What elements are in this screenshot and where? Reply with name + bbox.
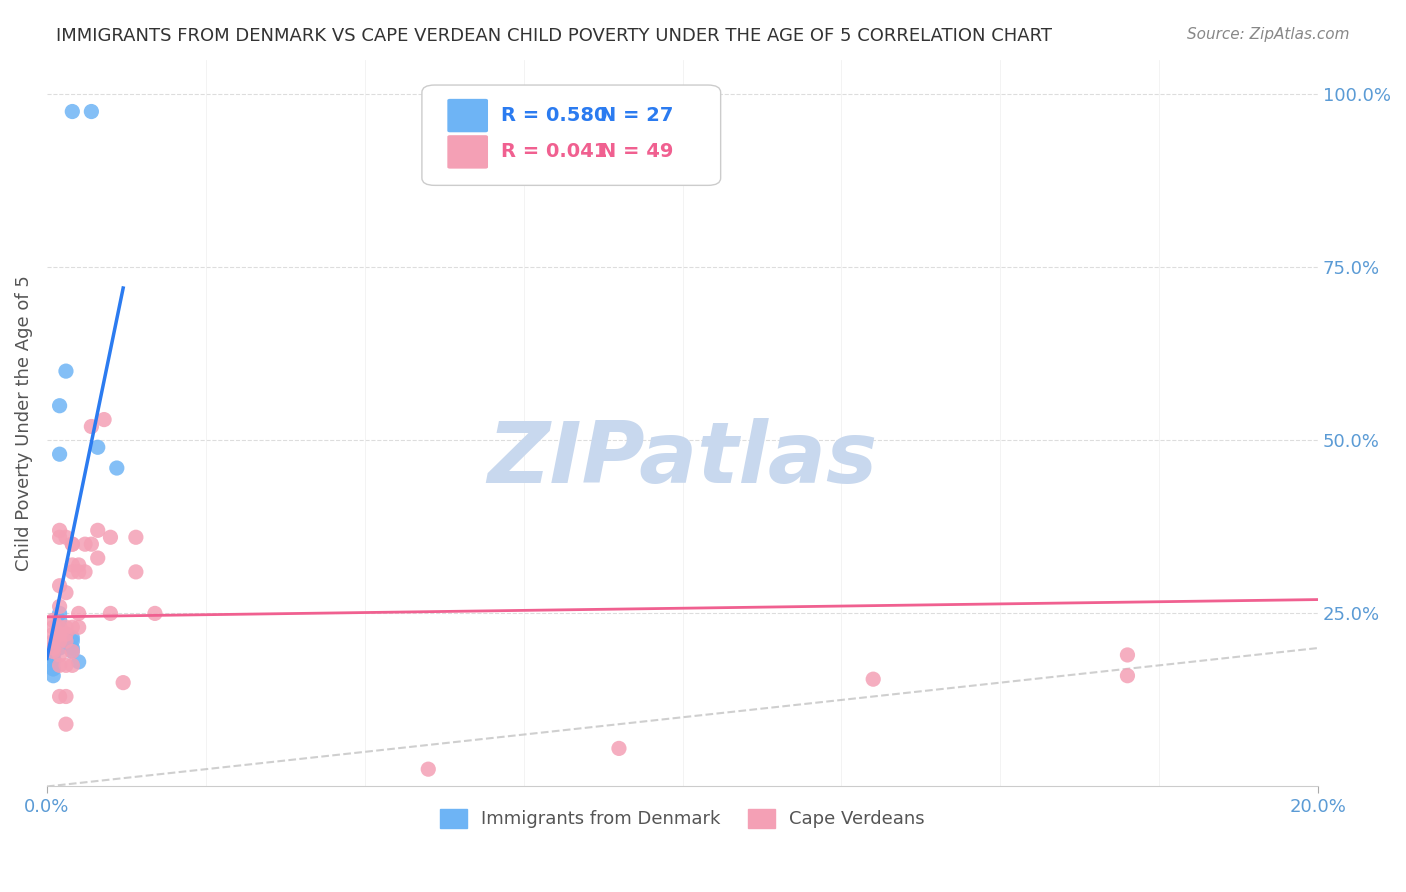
Point: [42, 651, 65, 665]
Point: [60, 537, 83, 551]
Point: [60, 620, 83, 634]
Point: [87, 551, 110, 566]
Point: [42, 662, 65, 676]
Point: [67, 565, 90, 579]
Point: [42, 669, 65, 683]
Point: [80, 537, 103, 551]
Point: [48, 447, 70, 461]
Point: [60, 104, 83, 119]
Text: N = 49: N = 49: [600, 143, 673, 161]
FancyBboxPatch shape: [447, 136, 488, 169]
Point: [60, 565, 83, 579]
Point: [48, 634, 70, 648]
Point: [42, 644, 65, 658]
Text: Source: ZipAtlas.com: Source: ZipAtlas.com: [1187, 27, 1350, 42]
Point: [48, 599, 70, 614]
Point: [93, 412, 115, 426]
Text: R = 0.041: R = 0.041: [501, 143, 607, 161]
Point: [60, 537, 83, 551]
Text: N = 27: N = 27: [600, 106, 673, 125]
Point: [48, 620, 70, 634]
Point: [60, 558, 83, 572]
Point: [80, 419, 103, 434]
Point: [55, 627, 77, 641]
Text: IMMIGRANTS FROM DENMARK VS CAPE VERDEAN CHILD POVERTY UNDER THE AGE OF 5 CORRELA: IMMIGRANTS FROM DENMARK VS CAPE VERDEAN …: [56, 27, 1052, 45]
Point: [48, 530, 70, 544]
FancyBboxPatch shape: [422, 85, 721, 186]
Point: [48, 640, 70, 655]
Point: [55, 627, 77, 641]
Point: [42, 620, 65, 634]
Point: [42, 640, 65, 655]
Point: [67, 655, 90, 669]
Point: [48, 399, 70, 413]
Point: [55, 585, 77, 599]
Point: [55, 364, 77, 378]
Point: [73, 537, 96, 551]
Point: [60, 658, 83, 673]
Point: [112, 675, 135, 690]
Point: [1116, 648, 1139, 662]
Point: [48, 648, 70, 662]
Y-axis label: Child Poverty Under the Age of 5: Child Poverty Under the Age of 5: [15, 275, 32, 571]
Point: [48, 620, 70, 634]
Point: [48, 634, 70, 648]
Point: [55, 631, 77, 645]
Point: [60, 644, 83, 658]
Point: [42, 662, 65, 676]
Point: [42, 655, 65, 669]
Text: ZIPatlas: ZIPatlas: [488, 417, 877, 501]
Point: [48, 627, 70, 641]
Point: [100, 607, 122, 621]
Point: [42, 648, 65, 662]
Point: [1116, 669, 1139, 683]
Point: [42, 634, 65, 648]
Point: [80, 104, 103, 119]
Point: [87, 440, 110, 454]
Point: [42, 640, 65, 655]
Point: [48, 524, 70, 538]
Point: [60, 634, 83, 648]
Point: [48, 690, 70, 704]
Point: [67, 558, 90, 572]
Point: [60, 644, 83, 658]
Point: [60, 631, 83, 645]
Point: [55, 631, 77, 645]
Point: [67, 607, 90, 621]
Point: [55, 530, 77, 544]
Point: [42, 627, 65, 641]
Point: [125, 565, 148, 579]
Text: R = 0.580: R = 0.580: [501, 106, 607, 125]
Point: [48, 627, 70, 641]
Point: [48, 658, 70, 673]
Point: [55, 717, 77, 731]
Point: [862, 672, 884, 686]
Point: [48, 634, 70, 648]
Point: [55, 690, 77, 704]
Point: [607, 741, 630, 756]
Legend: Immigrants from Denmark, Cape Verdeans: Immigrants from Denmark, Cape Verdeans: [433, 802, 932, 836]
Point: [55, 620, 77, 634]
Point: [105, 461, 128, 475]
Point: [42, 644, 65, 658]
Point: [42, 613, 65, 627]
Point: [48, 607, 70, 621]
Point: [125, 530, 148, 544]
Point: [48, 613, 70, 627]
Point: [143, 607, 166, 621]
Point: [73, 565, 96, 579]
Point: [55, 634, 77, 648]
Point: [100, 530, 122, 544]
Point: [87, 524, 110, 538]
Point: [48, 579, 70, 593]
Point: [60, 640, 83, 655]
Point: [67, 620, 90, 634]
Point: [418, 762, 440, 776]
Point: [55, 658, 77, 673]
FancyBboxPatch shape: [447, 99, 488, 132]
